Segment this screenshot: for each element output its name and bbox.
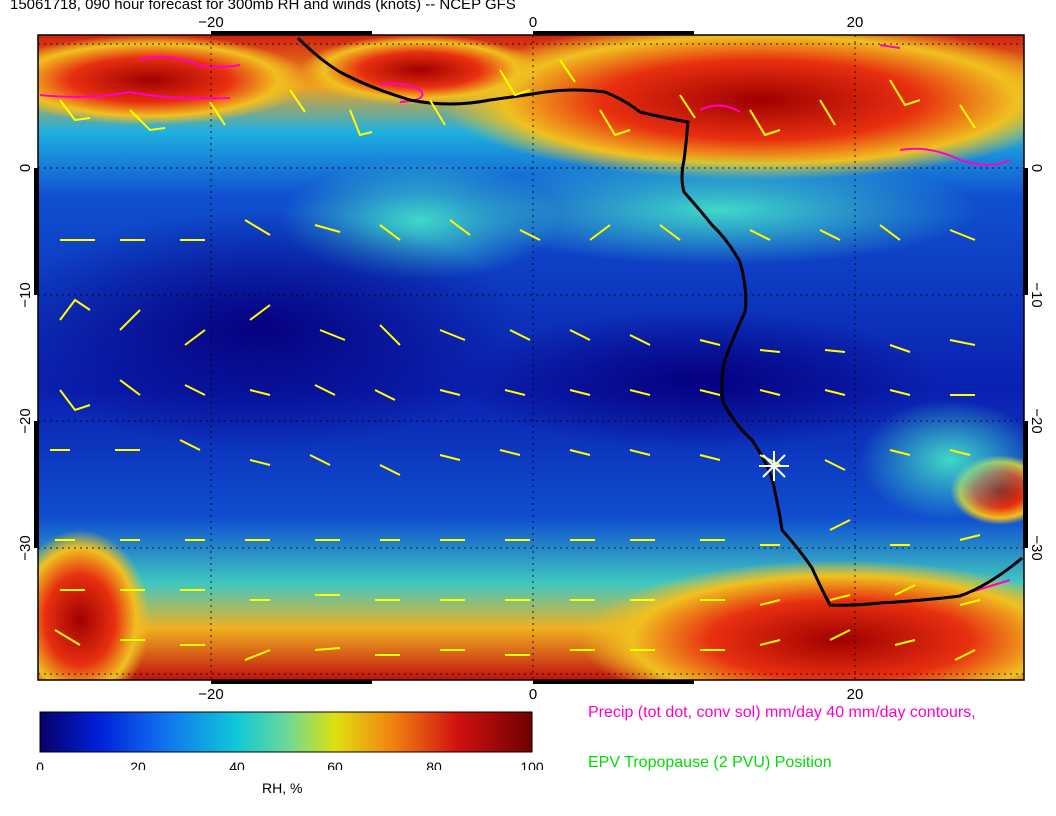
lon-label: 0 [529,686,537,700]
colorbar-tick: 60 [327,759,343,770]
map-frame [37,34,1025,681]
lon-label: −20 [198,14,223,31]
precip-legend: Precip (tot dot, conv sol) mm/day 40 mm/… [588,704,976,721]
rh-field [38,35,1024,680]
map-title: 15061718, 090 hour forecast for 300mb RH… [10,0,516,13]
lat-label: −30 [1028,535,1045,560]
lon-label: 0 [529,14,537,31]
colorbar-tick: 20 [130,759,146,770]
marker-asterisk [759,451,789,481]
lat-label: −10 [17,282,34,307]
frame-ticks [34,31,1028,684]
colorbar-label: RH, % [262,780,303,796]
graticule [38,35,1024,680]
colorbar-tick: 80 [426,759,442,770]
lon-labels-top: −20 0 20 [198,14,863,31]
rh-colorbar: 0 20 40 60 80 100 [36,711,544,770]
coastline [296,36,1023,607]
lat-labels-right: 0 −10 −20 −30 [1028,164,1045,561]
epv-legend: EPV Tropopause (2 PVU) Position [588,754,832,771]
lat-label: 0 [1028,164,1045,172]
lat-label: −30 [17,535,34,560]
wind-barbs [50,59,981,661]
precip-contours [39,44,1011,596]
lon-label: 20 [847,14,864,31]
lon-label: 20 [847,686,864,700]
colorbar-gradient [39,711,533,753]
rh-wind-map: −20 0 20 −20 0 20 0 −10 −20 −30 0 −10 −2… [17,14,1045,700]
colorbar-tick: 40 [229,759,245,770]
lon-label: −20 [198,686,223,700]
lat-label: −10 [1028,282,1045,307]
lat-labels-left: 0 −10 −20 −30 [17,164,34,561]
lat-label: −20 [1028,408,1045,433]
lon-labels-bottom: −20 0 20 [198,686,863,700]
colorbar-tick: 100 [520,759,544,770]
colorbar-tick: 0 [36,759,44,770]
lat-label: 0 [17,164,34,172]
lat-label: −20 [17,408,34,433]
